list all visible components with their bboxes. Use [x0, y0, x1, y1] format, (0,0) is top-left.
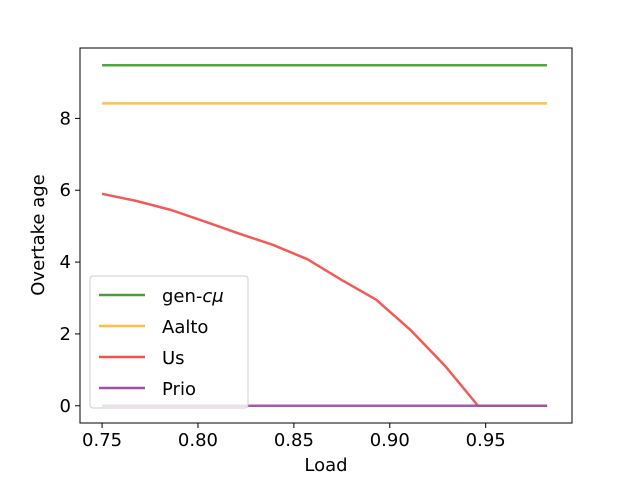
y-axis: 0 2 4 6 8	[60, 108, 80, 417]
legend-label: Prio	[162, 379, 196, 400]
legend-label: gen-cμ	[162, 286, 224, 307]
legend-label: Us	[162, 348, 185, 369]
x-tick-label: 0.95	[466, 430, 506, 451]
y-tick-label: 8	[60, 108, 71, 129]
legend: gen-cμ Aalto Us Prio	[89, 275, 249, 409]
legend-label: Aalto	[162, 317, 208, 338]
x-axis-label: Load	[304, 455, 347, 476]
legend-box	[89, 275, 249, 409]
x-tick-label: 0.90	[370, 430, 410, 451]
y-tick-label: 0	[60, 396, 71, 417]
series-line-2	[101, 192, 548, 408]
plot-frame	[79, 47, 573, 424]
y-tick-label: 6	[60, 180, 71, 201]
x-axis: 0.75 0.80 0.85 0.90 0.95	[82, 423, 506, 451]
x-tick-label: 0.75	[82, 430, 122, 451]
x-tick-label: 0.80	[178, 430, 218, 451]
y-tick-label: 4	[60, 252, 71, 273]
y-tick-label: 2	[60, 324, 71, 345]
x-tick-label: 0.85	[274, 430, 314, 451]
y-axis-label: Overtake age	[28, 174, 49, 296]
